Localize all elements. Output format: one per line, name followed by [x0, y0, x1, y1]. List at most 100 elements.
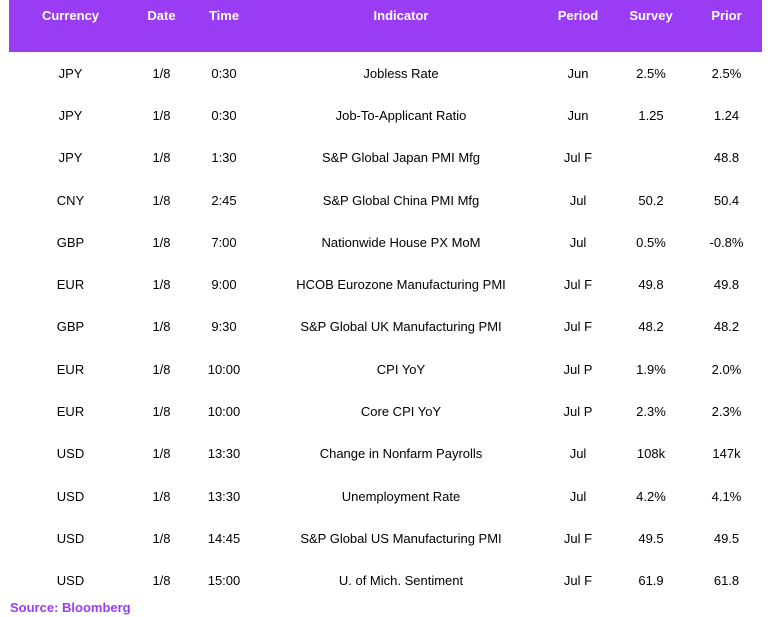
cell-prior: 50.4 [713, 192, 740, 208]
cell-date: 1/8 [152, 573, 171, 589]
cell-time: 9:30 [211, 319, 237, 335]
cell-period: Jun [567, 65, 589, 81]
cell-period: Jul F [563, 319, 593, 335]
table-row: EUR 1/8 10:00 CPI YoY Jul P 1.9% 2.0% [9, 348, 762, 390]
table-row: USD 1/8 15:00 U. of Mich. Sentiment Jul F 61.… [9, 560, 762, 602]
cell-currency: JPY [58, 107, 83, 123]
cell-currency: EUR [56, 404, 85, 420]
cell-date: 1/8 [152, 234, 171, 250]
cell-survey: 2.3% [636, 404, 666, 420]
cell-survey: 50.2 [638, 192, 664, 208]
cell-prior: 2.0% [711, 361, 742, 377]
cell-currency: GBP [56, 319, 85, 335]
cell-indicator: Core CPI YoY [360, 404, 442, 420]
cell-time: 2:45 [211, 192, 237, 208]
cell-prior: 2.5% [711, 65, 742, 81]
table-body: JPY 1/8 0:30 Jobless Rate Jun 2.5% 2.5% JPY 1/8 0… [9, 52, 762, 602]
table-row: JPY 1/8 1:30 S&P Global Japan PMI Mfg Jul F 4… [9, 137, 762, 179]
cell-time: 0:30 [211, 107, 237, 123]
cell-time: 13:30 [207, 488, 241, 504]
cell-currency: GBP [56, 234, 85, 250]
cell-time: 10:00 [207, 361, 241, 377]
cell-prior: 61.8 [713, 573, 740, 589]
header-time: Time [208, 8, 240, 23]
header-survey: Survey [629, 8, 673, 23]
header-currency: Currency [41, 8, 100, 23]
cell-prior: 147k [712, 446, 741, 462]
table-row: JPY 1/8 0:30 Job-To-Applicant Ratio Jun 1.25 1… [9, 94, 762, 136]
cell-survey: 108k [636, 446, 666, 462]
cell-currency: EUR [56, 277, 85, 293]
cell-currency: USD [56, 530, 85, 546]
cell-survey: 48.2 [638, 319, 664, 335]
cell-time: 15:00 [207, 573, 241, 589]
cell-date: 1/8 [152, 192, 171, 208]
cell-date: 1/8 [152, 446, 171, 462]
cell-period: Jul F [563, 573, 593, 589]
table-header-row: Currency Date Time Indicator Period Surv… [9, 0, 762, 52]
cell-survey: 49.8 [638, 277, 664, 293]
cell-period: Jul F [563, 150, 593, 166]
cell-indicator: S&P Global Japan PMI Mfg [321, 150, 480, 166]
cell-period: Jul [569, 488, 587, 504]
cell-period: Jul P [563, 404, 593, 420]
cell-indicator: Jobless Rate [363, 65, 439, 81]
cell-survey [611, 137, 691, 179]
cell-time: 1:30 [211, 150, 237, 166]
cell-date: 1/8 [152, 488, 171, 504]
cell-time: 0:30 [211, 65, 237, 81]
cell-period: Jun [567, 107, 589, 123]
table-row: USD 1/8 13:30 Unemployment Rate Jul 4.2% 4.1% [9, 475, 762, 517]
table-row: GBP 1/8 9:30 S&P Global UK Manufacturing PM… [9, 306, 762, 348]
cell-survey: 4.2% [636, 488, 666, 504]
cell-indicator: HCOB Eurozone Manufacturing PMI [296, 277, 506, 293]
cell-indicator: Nationwide House PX MoM [321, 234, 481, 250]
cell-time: 13:30 [207, 446, 241, 462]
cell-period: Jul P [563, 361, 593, 377]
cell-indicator: Unemployment Rate [341, 488, 461, 504]
cell-indicator: U. of Mich. Sentiment [338, 573, 464, 589]
economic-calendar-table: Currency Date Time Indicator Period Surv… [9, 0, 762, 602]
table-row: USD 1/8 13:30 Change in Nonfarm Payrolls Jul… [9, 433, 762, 475]
cell-survey: 49.5 [638, 530, 664, 546]
header-prior: Prior [711, 8, 742, 23]
source-note: Source: Bloomberg [10, 600, 131, 615]
cell-indicator: S&P Global US Manufacturing PMI [300, 530, 502, 546]
cell-currency: CNY [56, 192, 85, 208]
cell-currency: JPY [58, 65, 83, 81]
cell-time: 10:00 [207, 404, 241, 420]
cell-prior: 48.8 [713, 150, 740, 166]
cell-date: 1/8 [152, 277, 171, 293]
cell-date: 1/8 [152, 65, 171, 81]
cell-indicator: S&P Global UK Manufacturing PMI [300, 319, 502, 335]
table-row: USD 1/8 14:45 S&P Global US Manufacturing P… [9, 517, 762, 559]
cell-survey: 2.5% [636, 65, 666, 81]
cell-time: 7:00 [211, 234, 237, 250]
cell-date: 1/8 [152, 404, 171, 420]
cell-currency: USD [56, 446, 85, 462]
cell-period: Jul F [563, 277, 593, 293]
header-date: Date [147, 8, 176, 23]
cell-date: 1/8 [152, 319, 171, 335]
cell-prior: -0.8% [709, 234, 744, 250]
cell-period: Jul [569, 234, 587, 250]
cell-time: 14:45 [207, 530, 241, 546]
cell-indicator: S&P Global China PMI Mfg [322, 192, 480, 208]
cell-currency: USD [56, 573, 85, 589]
table-row: GBP 1/8 7:00 Nationwide House PX MoM Jul 0.5%… [9, 221, 762, 263]
cell-currency: USD [56, 488, 85, 504]
cell-date: 1/8 [152, 107, 171, 123]
cell-prior: 1.24 [713, 107, 740, 123]
cell-indicator: Job-To-Applicant Ratio [335, 107, 467, 123]
cell-period: Jul [569, 446, 587, 462]
table-row: EUR 1/8 9:00 HCOB Eurozone Manufacturing PM… [9, 263, 762, 305]
cell-currency: EUR [56, 361, 85, 377]
cell-indicator: CPI YoY [376, 361, 426, 377]
table-row: EUR 1/8 10:00 Core CPI YoY Jul P 2.3% 2.3% [9, 390, 762, 432]
cell-survey: 1.9% [636, 361, 666, 377]
cell-period: Jul F [563, 530, 593, 546]
cell-indicator: Change in Nonfarm Payrolls [319, 446, 483, 462]
cell-time: 9:00 [211, 277, 237, 293]
cell-prior: 49.5 [713, 530, 740, 546]
cell-survey: 61.9 [638, 573, 664, 589]
